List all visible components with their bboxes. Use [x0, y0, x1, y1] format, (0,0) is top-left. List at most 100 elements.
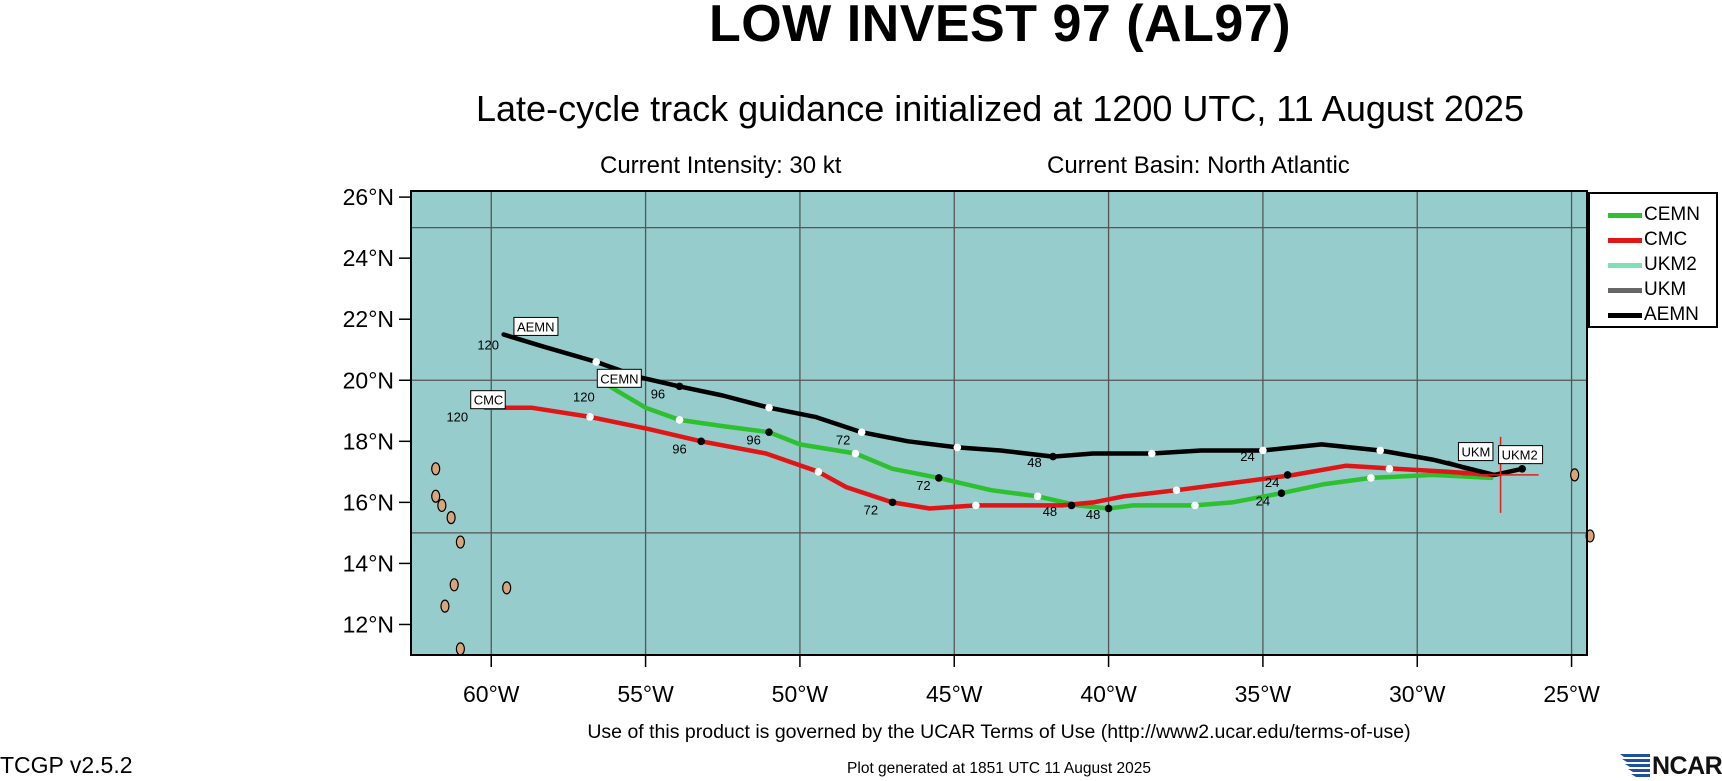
ncar-logo-icon: [1620, 754, 1650, 777]
island: [449, 578, 459, 592]
track-point-cmc: [814, 468, 823, 476]
page-subtitle: Late-cycle track guidance initialized at…: [476, 88, 1524, 129]
legend-item-aemn: AEMN: [1608, 304, 1699, 326]
forecast-hour-label: 72: [864, 502, 878, 517]
ncar-logo-text: NCAR: [1652, 752, 1722, 780]
legend-label: AEMN: [1644, 304, 1699, 325]
forecast-hour-label: 24: [1256, 493, 1270, 508]
track-point-cmc: [1385, 464, 1394, 473]
model-tag-box: [470, 390, 506, 410]
forecast-hour-label: 48: [1027, 455, 1041, 470]
island: [1570, 468, 1580, 482]
legend-label: UKM2: [1644, 254, 1697, 275]
version-label: TCGP v2.5.2: [0, 752, 133, 778]
lon-tick-label: 30°W: [1389, 681, 1446, 707]
track-point-cmc: [586, 413, 594, 421]
model-tag-label: CEMN: [600, 371, 638, 386]
track-cemn: [603, 381, 1494, 511]
legend-item-ukm2: UKM2: [1608, 254, 1697, 276]
island: [437, 498, 447, 513]
model-tag-label: AEMN: [517, 319, 555, 334]
lat-tick-label: 24°N: [343, 245, 394, 271]
current-intensity: Current Intensity: 30 kt: [600, 152, 842, 179]
forecast-hour-label: 96: [746, 432, 760, 447]
track-point-aemn: [592, 358, 600, 366]
track-point-cemn: [1191, 501, 1199, 510]
island: [431, 462, 441, 476]
model-tag-box: [596, 368, 642, 388]
forecast-hour-label: 24: [1265, 475, 1279, 490]
island: [431, 489, 441, 503]
legend-item-ukm: UKM: [1608, 279, 1686, 301]
lat-tick-label: 18°N: [343, 428, 394, 454]
legend-swatch: [1608, 312, 1642, 318]
track-point-aemn: [1147, 449, 1156, 458]
track-point-cemn: [1104, 504, 1113, 513]
lon-tick-label: 55°W: [617, 681, 674, 707]
track-point-cmc: [1283, 471, 1292, 479]
lon-tick-label: 45°W: [926, 681, 983, 707]
model-tag-label: UKM2: [1502, 448, 1538, 463]
forecast-hour-label: 48: [1043, 504, 1057, 519]
legend-label: CMC: [1644, 229, 1688, 250]
model-tag-label: UKM: [1461, 445, 1490, 460]
track-point-aemn: [1259, 446, 1267, 455]
legend-swatch: [1608, 212, 1642, 218]
lon-tick-label: 35°W: [1235, 681, 1292, 707]
legend-swatch: [1608, 237, 1642, 243]
lat-tick-label: 14°N: [343, 550, 394, 576]
track-point-aemn: [675, 382, 684, 391]
track-point-aemn: [1518, 464, 1526, 473]
forecast-hour-label: 48: [1086, 507, 1100, 522]
track-point-cmc: [697, 437, 705, 446]
lon-tick-label: 40°W: [1080, 681, 1137, 707]
legend-item-cemn: CEMN: [1608, 204, 1700, 226]
island: [455, 535, 465, 549]
current-basin: Current Basin: North Atlantic: [1047, 152, 1350, 179]
legend-item-cmc: CMC: [1608, 229, 1687, 251]
track-point-cemn: [851, 449, 860, 458]
legend-swatch: [1608, 287, 1642, 293]
lon-tick-label: 25°W: [1543, 681, 1600, 707]
track-point-cmc: [1172, 486, 1181, 494]
forecast-hour-label: 72: [836, 432, 850, 447]
plot-generated: Plot generated at 1851 UTC 11 August 202…: [847, 760, 1151, 777]
track-point-cemn: [1033, 492, 1042, 501]
track-point-aemn: [857, 428, 866, 436]
forecast-hour-label: 72: [916, 478, 930, 493]
lon-tick-label: 60°W: [463, 681, 520, 707]
map-frame: [410, 190, 1588, 656]
legend: CEMN CMC UKM2 UKM AEMN: [1588, 192, 1718, 328]
ocean-background: [411, 191, 1587, 655]
island: [455, 642, 465, 656]
track-aemn: [501, 332, 1525, 478]
track-point-aemn: [1049, 452, 1057, 461]
model-tag-label: CMC: [474, 393, 504, 408]
model-tag-box: [1498, 445, 1544, 465]
legend-swatch: [1608, 262, 1642, 268]
lat-tick-label: 26°N: [343, 184, 394, 210]
track-point-cemn: [935, 474, 943, 482]
legend-label: UKM: [1644, 279, 1687, 300]
lon-tick-label: 50°W: [772, 681, 829, 707]
lat-tick-label: 16°N: [343, 489, 394, 515]
track-point-cemn: [1277, 489, 1286, 498]
lat-tick-label: 12°N: [343, 611, 394, 637]
forecast-hour-label: 24: [1240, 449, 1254, 464]
legend-label: CEMN: [1644, 204, 1700, 225]
forecast-hour-label: 120: [446, 409, 468, 424]
track-point-cemn: [675, 416, 684, 424]
forecast-hour-label: 120: [477, 338, 499, 353]
track-point-cemn: [1367, 474, 1375, 482]
model-tag-box: [1457, 442, 1494, 462]
forecast-hour-label: 96: [651, 386, 665, 401]
terms-of-use: Use of this product is governed by the U…: [587, 721, 1411, 743]
island: [446, 511, 456, 525]
track-point-cmc: [972, 501, 980, 510]
track-point-aemn: [765, 403, 773, 412]
page-title: LOW INVEST 97 (AL97): [708, 0, 1292, 53]
track-point-aemn: [953, 443, 962, 452]
island: [502, 581, 512, 595]
track-point-cemn: [765, 428, 773, 436]
